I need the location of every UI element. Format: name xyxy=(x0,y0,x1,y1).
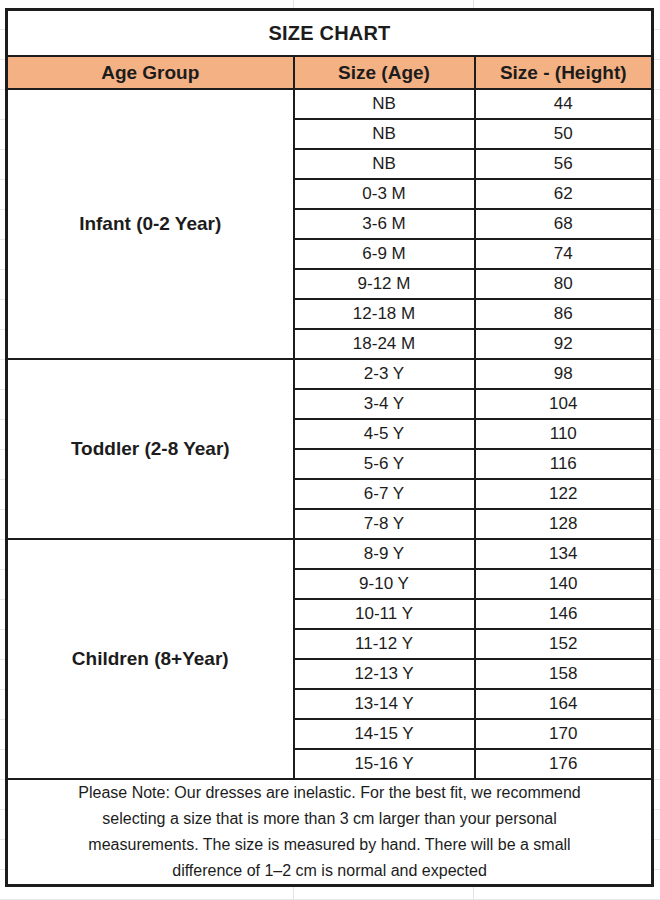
size-age-cell: 4-5 Y xyxy=(294,419,475,449)
size-age-cell: 10-11 Y xyxy=(294,599,475,629)
size-age-cell: 2-3 Y xyxy=(294,359,475,389)
size-height-cell: 44 xyxy=(475,89,653,119)
size-age-cell: 18-24 M xyxy=(294,329,475,359)
column-header-size-age: Size (Age) xyxy=(294,56,475,89)
size-chart-table: SIZE CHART Age Group Size (Age) Size - (… xyxy=(5,8,654,887)
spreadsheet-page: SIZE CHART Age Group Size (Age) Size - (… xyxy=(0,0,660,900)
size-height-cell: 92 xyxy=(475,329,653,359)
note-text: Please Note: Our dresses are inelastic. … xyxy=(7,779,653,886)
size-height-cell: 98 xyxy=(475,359,653,389)
size-height-cell: 158 xyxy=(475,659,653,689)
chart-title: SIZE CHART xyxy=(7,10,653,57)
size-height-cell: 74 xyxy=(475,239,653,269)
size-height-cell: 176 xyxy=(475,749,653,779)
column-header-size-height: Size - (Height) xyxy=(475,56,653,89)
table-row: Infant (0-2 Year)NB44 xyxy=(7,89,653,119)
size-height-cell: 86 xyxy=(475,299,653,329)
size-height-cell: 62 xyxy=(475,179,653,209)
size-height-cell: 134 xyxy=(475,539,653,569)
size-height-cell: 140 xyxy=(475,569,653,599)
size-age-cell: 3-4 Y xyxy=(294,389,475,419)
size-age-cell: 6-7 Y xyxy=(294,479,475,509)
size-height-cell: 164 xyxy=(475,689,653,719)
age-group-cell: Infant (0-2 Year) xyxy=(7,89,294,359)
note-row: Please Note: Our dresses are inelastic. … xyxy=(7,779,653,886)
table-row: Children (8+Year)8-9 Y134 xyxy=(7,539,653,569)
size-height-cell: 50 xyxy=(475,119,653,149)
size-age-cell: NB xyxy=(294,89,475,119)
size-age-cell: NB xyxy=(294,149,475,179)
size-height-cell: 80 xyxy=(475,269,653,299)
size-height-cell: 110 xyxy=(475,419,653,449)
size-height-cell: 152 xyxy=(475,629,653,659)
size-height-cell: 170 xyxy=(475,719,653,749)
size-age-cell: 5-6 Y xyxy=(294,449,475,479)
column-header-age-group: Age Group xyxy=(7,56,294,89)
size-height-cell: 146 xyxy=(475,599,653,629)
size-height-cell: 68 xyxy=(475,209,653,239)
size-height-cell: 128 xyxy=(475,509,653,539)
size-age-cell: 11-12 Y xyxy=(294,629,475,659)
size-age-cell: 0-3 M xyxy=(294,179,475,209)
size-age-cell: 12-18 M xyxy=(294,299,475,329)
size-height-cell: 122 xyxy=(475,479,653,509)
size-table-body: Infant (0-2 Year)NB44NB50NB560-3 M623-6 … xyxy=(7,89,653,779)
size-height-cell: 116 xyxy=(475,449,653,479)
size-age-cell: 3-6 M xyxy=(294,209,475,239)
size-age-cell: 6-9 M xyxy=(294,239,475,269)
size-age-cell: NB xyxy=(294,119,475,149)
size-age-cell: 13-14 Y xyxy=(294,689,475,719)
size-age-cell: 8-9 Y xyxy=(294,539,475,569)
size-age-cell: 7-8 Y xyxy=(294,509,475,539)
size-age-cell: 9-12 M xyxy=(294,269,475,299)
size-age-cell: 15-16 Y xyxy=(294,749,475,779)
age-group-cell: Toddler (2-8 Year) xyxy=(7,359,294,539)
size-height-cell: 56 xyxy=(475,149,653,179)
age-group-cell: Children (8+Year) xyxy=(7,539,294,779)
size-height-cell: 104 xyxy=(475,389,653,419)
title-row: SIZE CHART xyxy=(7,10,653,57)
table-row: Toddler (2-8 Year)2-3 Y98 xyxy=(7,359,653,389)
size-age-cell: 12-13 Y xyxy=(294,659,475,689)
size-age-cell: 9-10 Y xyxy=(294,569,475,599)
size-age-cell: 14-15 Y xyxy=(294,719,475,749)
header-row: Age Group Size (Age) Size - (Height) xyxy=(7,56,653,89)
